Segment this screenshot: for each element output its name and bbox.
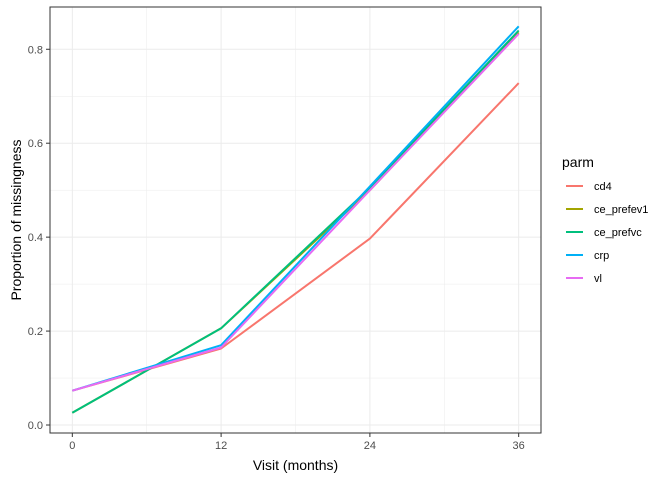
legend-label-vl: vl: [594, 273, 602, 285]
legend-title: parm: [562, 154, 594, 170]
y-tick-label: 0.4: [28, 232, 43, 244]
y-tick-label: 0.8: [28, 44, 43, 56]
y-tick-label: 0.2: [28, 326, 43, 338]
plot-panel-border: [49, 6, 542, 434]
series-line-ce_prefvc: [71, 29, 520, 414]
x-axis-title: Visit (months): [253, 457, 338, 473]
minor-gridlines: [50, 7, 541, 433]
legend-label-crp: crp: [594, 250, 609, 262]
series-line-vl: [72, 33, 520, 392]
y-tick-label: 0.6: [28, 138, 43, 150]
x-tick-label: 0: [69, 440, 75, 452]
x-tick-label: 36: [513, 440, 525, 452]
x-axis: 0 12 24 36: [69, 433, 525, 452]
major-gridlines: [50, 7, 541, 433]
legend-label-ce_prefev1: ce_prefev1: [594, 204, 648, 216]
series-line-crp: [72, 25, 520, 392]
y-axis-title: Proportion of missingness: [8, 139, 24, 300]
x-tick-label: 24: [364, 440, 376, 452]
legend-label-cd4: cd4: [594, 181, 612, 193]
x-tick-label: 12: [215, 440, 227, 452]
series-lines: [71, 25, 520, 414]
y-axis: 0.0 0.2 0.4 0.6 0.8: [28, 44, 50, 432]
y-tick-label: 0.0: [28, 420, 43, 432]
legend-label-ce_prefvc: ce_prefvc: [594, 227, 642, 239]
